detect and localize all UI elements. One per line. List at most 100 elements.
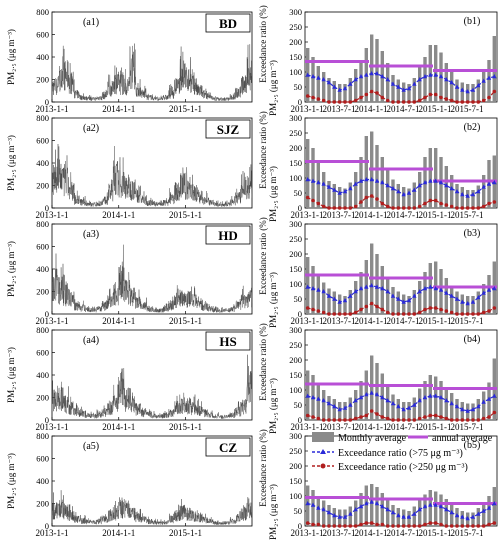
ratio75-point — [481, 399, 486, 404]
monthly-bar — [471, 84, 475, 102]
monthly-bar — [444, 387, 448, 420]
x-tick-label: 2015-1-1 — [419, 316, 452, 326]
y-axis-label-pm: PM₂.₅ (μg m⁻³) — [268, 378, 278, 434]
ratio250-point — [417, 416, 422, 421]
ratio75-point — [364, 284, 369, 289]
monthly-panel-2: 0 50 100 150 200 250 300 2013-1-1 2013-7-1 2014-1… — [258, 111, 498, 222]
panel-label: (b5) — [464, 440, 481, 451]
ratio75-point — [422, 74, 428, 79]
y-tick-label: 150 — [289, 476, 302, 486]
ratio75-point — [486, 181, 492, 186]
y-axis-label-pm: PM₂.₅ (μg m⁻³) — [268, 166, 278, 222]
y-axis-label-ratio: Exceedance ratio (%) — [258, 217, 268, 294]
monthly-bar — [476, 291, 480, 314]
ratio250-point — [359, 307, 363, 312]
ratio250-point — [428, 521, 433, 525]
monthly-bar — [391, 394, 395, 420]
ratio75-point — [348, 186, 353, 191]
monthly-bar — [407, 84, 411, 102]
ratio250-point — [332, 418, 337, 422]
monthly-bar — [311, 490, 315, 526]
monthly-bar — [364, 136, 368, 208]
panel-label: (b1) — [464, 16, 481, 27]
monthly-bar — [338, 187, 342, 208]
monthly-bar — [327, 288, 331, 314]
monthly-bar — [412, 182, 416, 208]
ratio75-point — [390, 401, 396, 406]
ratio75-point — [369, 499, 374, 504]
ratio250-point — [492, 200, 497, 204]
monthly-bar — [412, 78, 416, 102]
y-axis-label: PM₂.₅ (μg m⁻³) — [6, 347, 16, 403]
ratio250-point — [417, 204, 422, 209]
ratio75-point — [460, 407, 465, 412]
monthly-bar — [471, 190, 475, 208]
monthly-bar — [482, 175, 486, 208]
ratio75-point — [305, 72, 310, 77]
x-tick-label: 2015-1-1 — [169, 316, 202, 326]
panel-label: (a5) — [83, 441, 99, 452]
ratio75-point — [342, 405, 348, 410]
ratio250-point — [327, 418, 331, 422]
ratio75-point — [305, 501, 310, 506]
daily-panel-4: 0 200 400 600 800 2013-1-1 2014-1-1 2015-1-1 (a4… — [6, 325, 253, 432]
ratio75-point — [422, 504, 428, 509]
ratio75-point — [422, 395, 428, 400]
monthly-bar — [316, 382, 320, 420]
ratio75-point — [454, 189, 460, 194]
ratio75-point — [444, 507, 449, 512]
x-tick-label: 2014-7-1 — [387, 528, 420, 538]
y-tick-label: 200 — [289, 37, 302, 47]
ratio75-point — [444, 398, 449, 403]
ratio75-point — [476, 404, 481, 409]
ratio250-point — [369, 301, 374, 306]
ratio250-point — [343, 206, 347, 210]
ratio250-point — [353, 98, 358, 103]
ratio250-point — [396, 206, 401, 210]
monthly-bar — [428, 148, 432, 208]
monthly-bar — [354, 500, 358, 526]
ratio75-point — [342, 514, 348, 519]
monthly-bar — [322, 500, 326, 526]
ratio250-point — [407, 206, 411, 210]
y-tick-label: 300 — [289, 7, 302, 17]
monthly-bar — [386, 169, 390, 208]
ratio75-point — [470, 87, 476, 92]
ratio250-point — [327, 524, 331, 528]
ratio250-point — [423, 522, 427, 527]
ratio250-point — [391, 524, 395, 528]
ratio250-point — [423, 307, 427, 312]
ratio75-point — [380, 74, 385, 79]
ratio75-point — [348, 293, 353, 298]
monthly-panel-3: 0 50 100 150 200 250 300 2013-1-1 2013-7-1 2014-1… — [258, 217, 498, 328]
y-tick-label: 800 — [36, 7, 49, 17]
ratio75-point — [449, 186, 454, 191]
monthly-bar — [407, 296, 411, 314]
ratio250-point — [433, 198, 438, 203]
ratio75-point — [369, 390, 374, 395]
ratio250-point — [391, 418, 395, 422]
ratio75-point — [476, 83, 481, 88]
x-tick-label: 2014-1-1 — [102, 316, 135, 326]
monthly-bar — [322, 172, 326, 208]
x-tick-label: 2014-1-1 — [102, 104, 135, 114]
ratio250-point — [311, 95, 315, 100]
y-tick-label: 300 — [289, 113, 302, 123]
ratio75-point — [492, 180, 497, 185]
legend-monthly-label: Monthly average — [338, 433, 407, 444]
ratio250-point — [385, 416, 390, 421]
ratio250-point — [401, 100, 406, 104]
ratio75-point — [449, 401, 454, 406]
ratio75-point — [316, 180, 321, 185]
y-tick-label: 0 — [298, 309, 302, 319]
monthly-bar — [311, 148, 315, 208]
ratio250-point — [444, 203, 449, 207]
y-tick-label: 50 — [294, 506, 303, 516]
monthly-bar — [370, 34, 374, 102]
legend-ratio75-label: Exceedance ratio (>75 μg m⁻³) — [338, 448, 463, 459]
x-tick-label: 2015-7-1 — [451, 104, 484, 114]
ratio75-point — [417, 77, 422, 82]
monthly-bar — [439, 381, 443, 420]
monthly-bar — [380, 493, 384, 526]
monthly-bar — [412, 506, 416, 526]
